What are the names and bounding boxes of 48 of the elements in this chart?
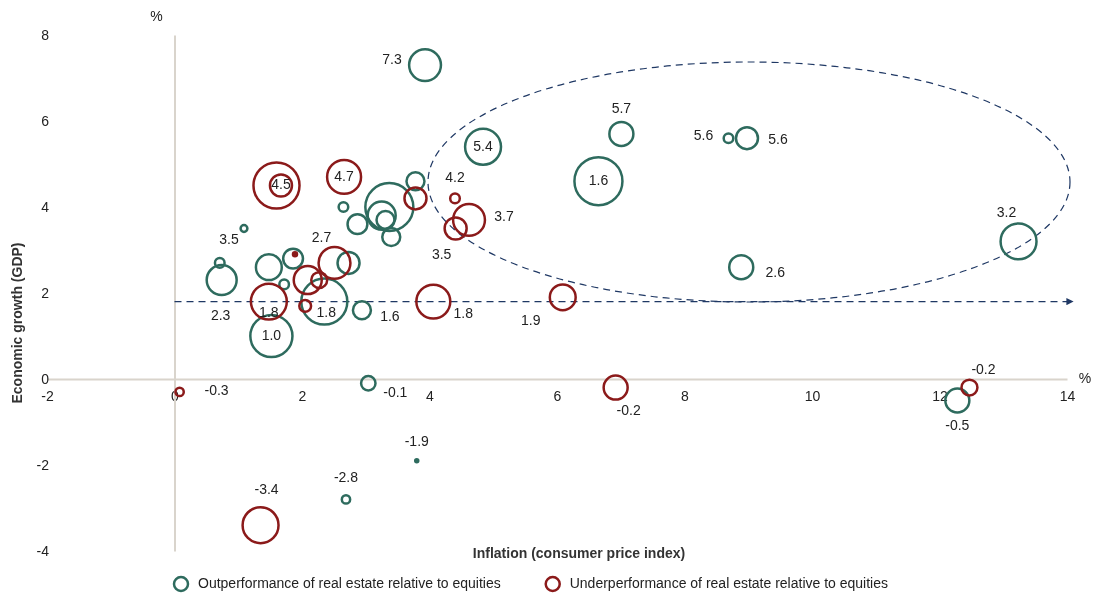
y-tick-label: -2 — [36, 456, 50, 473]
data-label: 5.7 — [611, 99, 632, 116]
data-label: -2.8 — [333, 469, 359, 486]
x-tick-label: 10 — [804, 387, 821, 404]
data-label: 2.7 — [311, 228, 332, 245]
legend-label: Underperformance of real estate relative to equities — [569, 574, 888, 591]
x-tick-label: 14 — [1059, 387, 1076, 404]
data-label: 1.8 — [316, 304, 337, 321]
data-label: -3.4 — [254, 480, 279, 497]
legend-label: Outperformance of real estate relative to equities — [198, 574, 501, 591]
data-label: 2.3 — [210, 306, 231, 323]
y-tick-label: 4 — [41, 198, 50, 215]
x-tick-label: 8 — [681, 387, 690, 404]
y-tick-label: 6 — [41, 112, 50, 129]
y-tick-label: 2 — [41, 284, 50, 301]
x-tick-label: 6 — [553, 387, 562, 404]
data-label: 4.2 — [445, 169, 465, 186]
data-label: 3.7 — [494, 207, 514, 224]
y-axis-title: Economic growth (GDP) — [9, 242, 25, 404]
y-tick-label: 8 — [41, 26, 50, 43]
data-label: -0.3 — [204, 381, 229, 398]
data-label: -1.9 — [404, 433, 430, 450]
data-label: 3.5 — [431, 246, 452, 263]
data-label: 2.6 — [765, 263, 786, 280]
x-tick-label: 4 — [426, 387, 435, 404]
data-label: 1.8 — [453, 305, 474, 322]
data-label: -0.5 — [945, 417, 970, 434]
data-label: -0.2 — [971, 361, 996, 378]
data-label: 5.4 — [473, 137, 493, 154]
data-label: 1.6 — [380, 307, 400, 324]
data-label: 1.0 — [261, 326, 282, 343]
data-label: 1.9 — [521, 312, 541, 328]
data-label: 5.6 — [768, 130, 788, 147]
y-tick-label: -4 — [36, 542, 50, 559]
x-axis-title: Inflation (consumer price index) — [472, 545, 686, 561]
y-tick-label: 0 — [41, 370, 50, 387]
text: % — [150, 8, 163, 24]
x-tick-label: 2 — [298, 387, 307, 404]
data-label: 3.2 — [996, 204, 1017, 221]
annotation: 1.6 — [588, 171, 609, 188]
data-label: 3.5 — [219, 231, 239, 248]
data-label: 4.7 — [334, 167, 355, 184]
text: % — [1078, 370, 1092, 386]
data-label: 7.3 — [382, 50, 402, 67]
data-label: -0.1 — [383, 384, 408, 400]
data-label: 5.6 — [693, 126, 714, 143]
data-label: 4.5 — [271, 176, 291, 193]
data-label: -0.2 — [616, 402, 641, 419]
